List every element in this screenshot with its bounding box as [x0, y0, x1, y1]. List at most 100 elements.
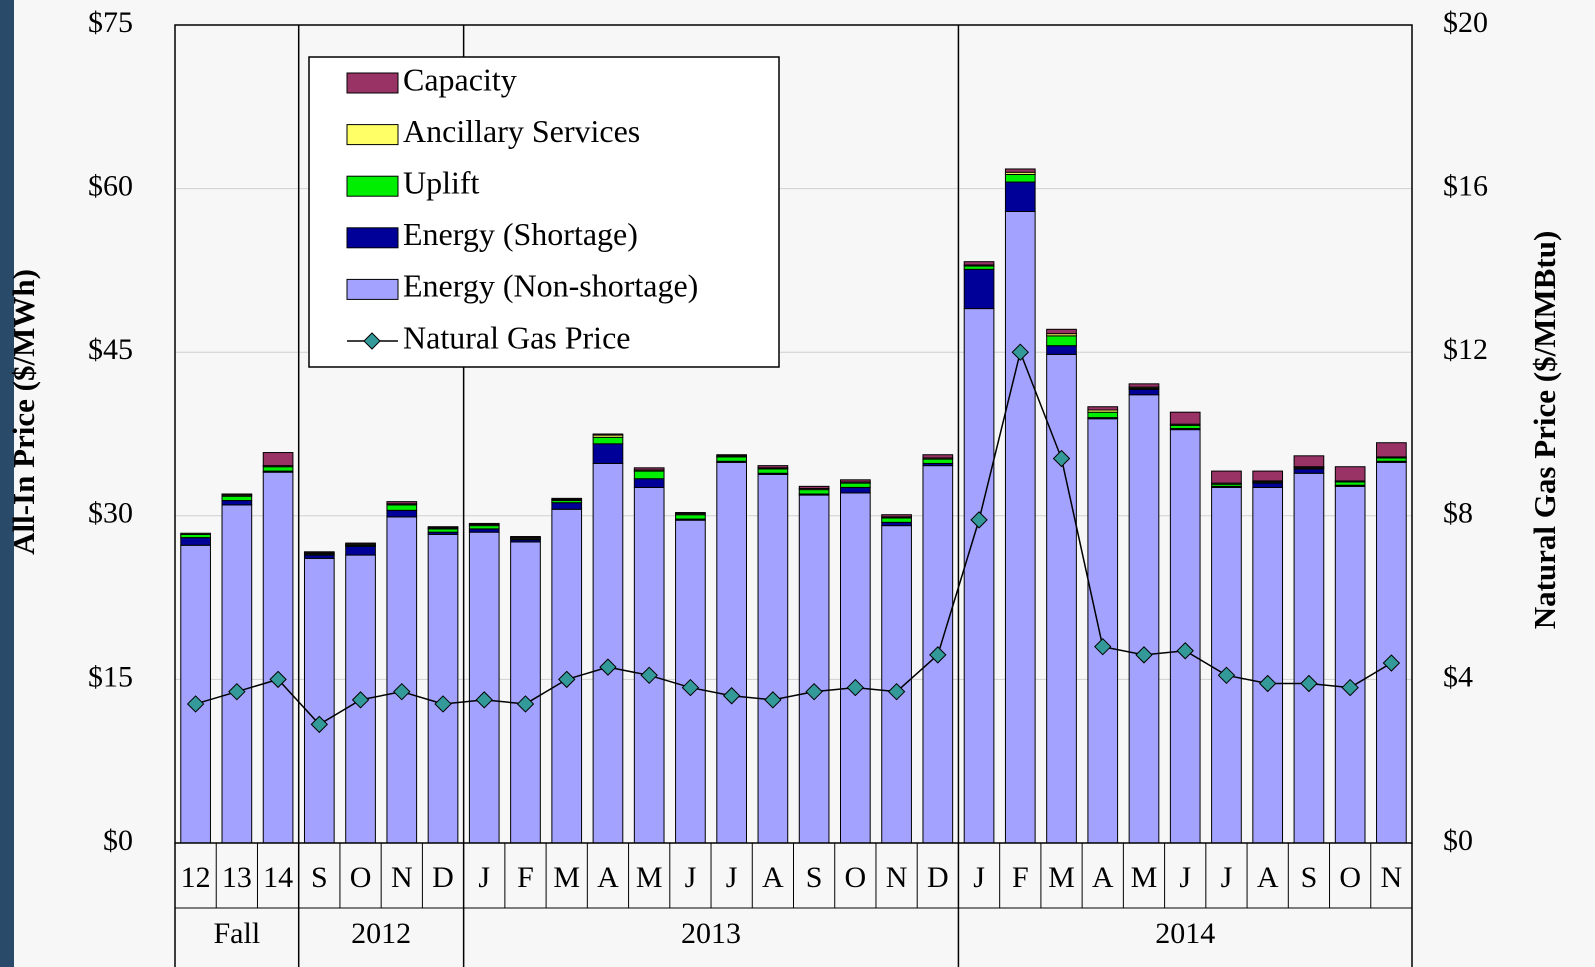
- bar-segment: [1376, 461, 1407, 844]
- bar-segment: [221, 493, 253, 496]
- gas-marker: [887, 682, 906, 701]
- bar-segment: [1293, 472, 1325, 844]
- bar-segment: [1046, 335, 1077, 347]
- bar-segment: [840, 482, 871, 488]
- group-label: 2012: [351, 917, 411, 950]
- gas-marker: [1300, 674, 1318, 693]
- bar-segment: [1046, 328, 1077, 335]
- legend-label: Capacity: [403, 61, 517, 97]
- gas-marker: [269, 670, 287, 689]
- bar-segment: [510, 536, 541, 539]
- y-tick-label: $15: [88, 660, 133, 693]
- gas-marker: [1217, 666, 1236, 685]
- legend-swatch: [346, 124, 399, 146]
- x-tick-label: 13: [222, 861, 252, 894]
- x-tick-label: O: [845, 861, 867, 894]
- bar-segment: [1128, 394, 1160, 844]
- x-tick-label: F: [517, 861, 534, 894]
- bar-segment: [386, 509, 418, 518]
- bar-segment: [1169, 429, 1201, 844]
- y-tick-label: $30: [88, 497, 133, 530]
- y2-axis-title: Natural Gas Price ($/MMBtu): [1527, 231, 1562, 630]
- bar-segment: [633, 467, 665, 471]
- gas-marker: [599, 658, 617, 676]
- gas-marker: [929, 646, 947, 664]
- gas-marker: [1382, 654, 1401, 672]
- x-tick-label: A: [597, 861, 619, 894]
- bar-segment: [840, 492, 871, 844]
- gas-marker: [640, 666, 658, 685]
- bar-segment: [1128, 383, 1160, 388]
- bar-segment: [716, 454, 747, 457]
- bar-segment: [262, 471, 294, 844]
- bar-segment: [551, 497, 583, 500]
- x-tick-label: N: [391, 861, 413, 894]
- bar-segment: [757, 468, 789, 474]
- legend-swatch: [346, 227, 399, 249]
- gas-marker: [1258, 674, 1277, 693]
- gas-marker: [434, 695, 452, 713]
- bar-segment: [633, 478, 665, 488]
- bar-segment: [221, 500, 253, 506]
- group-label: Fall: [214, 917, 261, 950]
- x-tick-label: S: [806, 861, 823, 894]
- x-tick-label: M: [636, 861, 663, 894]
- bar-segment: [963, 268, 995, 310]
- gas-marker: [1176, 642, 1194, 660]
- group-label: 2013: [681, 917, 741, 950]
- bar-segment: [386, 516, 418, 844]
- bar-segment: [1334, 485, 1366, 844]
- gas-marker: [805, 682, 823, 701]
- x-tick-label: A: [1092, 861, 1114, 894]
- bar-segment: [1293, 468, 1325, 474]
- bar-segment: [468, 531, 500, 844]
- bar-segment: [592, 433, 624, 436]
- bar-segment: [468, 522, 500, 526]
- bar-segment: [798, 489, 830, 495]
- bar-segment: [633, 486, 665, 844]
- legend-box: [308, 56, 780, 368]
- bar-segment: [180, 537, 211, 546]
- x-tick-label: 12: [181, 861, 211, 894]
- bar-segment: [798, 485, 830, 490]
- gas-marker: [516, 695, 535, 713]
- bar-segment: [1211, 470, 1242, 484]
- group-label: 2014: [1155, 917, 1215, 950]
- gas-marker: [722, 687, 741, 705]
- bar-segment: [1252, 482, 1284, 488]
- x-tick-label: S: [1301, 861, 1318, 894]
- gas-marker: [558, 670, 576, 689]
- y-tick-label: $60: [88, 169, 133, 202]
- x-tick-label: A: [762, 861, 784, 894]
- bar-segment: [757, 473, 789, 844]
- x-tick-label: M: [1131, 861, 1158, 894]
- gas-marker: [1341, 678, 1359, 697]
- y-tick-label: $75: [88, 6, 133, 39]
- bar-segment: [1004, 173, 1036, 183]
- x-tick-label: O: [1339, 861, 1361, 894]
- x-tick-label: 14: [263, 861, 293, 894]
- bar-segment: [881, 517, 912, 523]
- x-tick-label: J: [685, 861, 697, 894]
- bar-segment: [180, 532, 211, 535]
- bar-segment: [757, 465, 789, 469]
- gas-marker: [351, 691, 370, 709]
- bar-segment: [1046, 353, 1077, 844]
- bar-segment: [303, 551, 335, 554]
- bar-segment: [1211, 486, 1242, 844]
- bar-segment: [675, 512, 706, 515]
- x-tick-label: J: [726, 861, 738, 894]
- legend-label: Ancillary Services: [403, 113, 640, 149]
- side-strip: [0, 0, 14, 967]
- bar-segment: [386, 504, 418, 511]
- x-tick-label: J: [478, 861, 490, 894]
- bar-segment: [1087, 418, 1119, 844]
- bar-segment: [345, 542, 376, 545]
- gas-marker: [764, 691, 782, 709]
- bar-segment: [1046, 345, 1077, 355]
- bar-segment: [675, 514, 706, 520]
- x-tick-label: D: [432, 861, 454, 894]
- bar-segment: [221, 495, 253, 502]
